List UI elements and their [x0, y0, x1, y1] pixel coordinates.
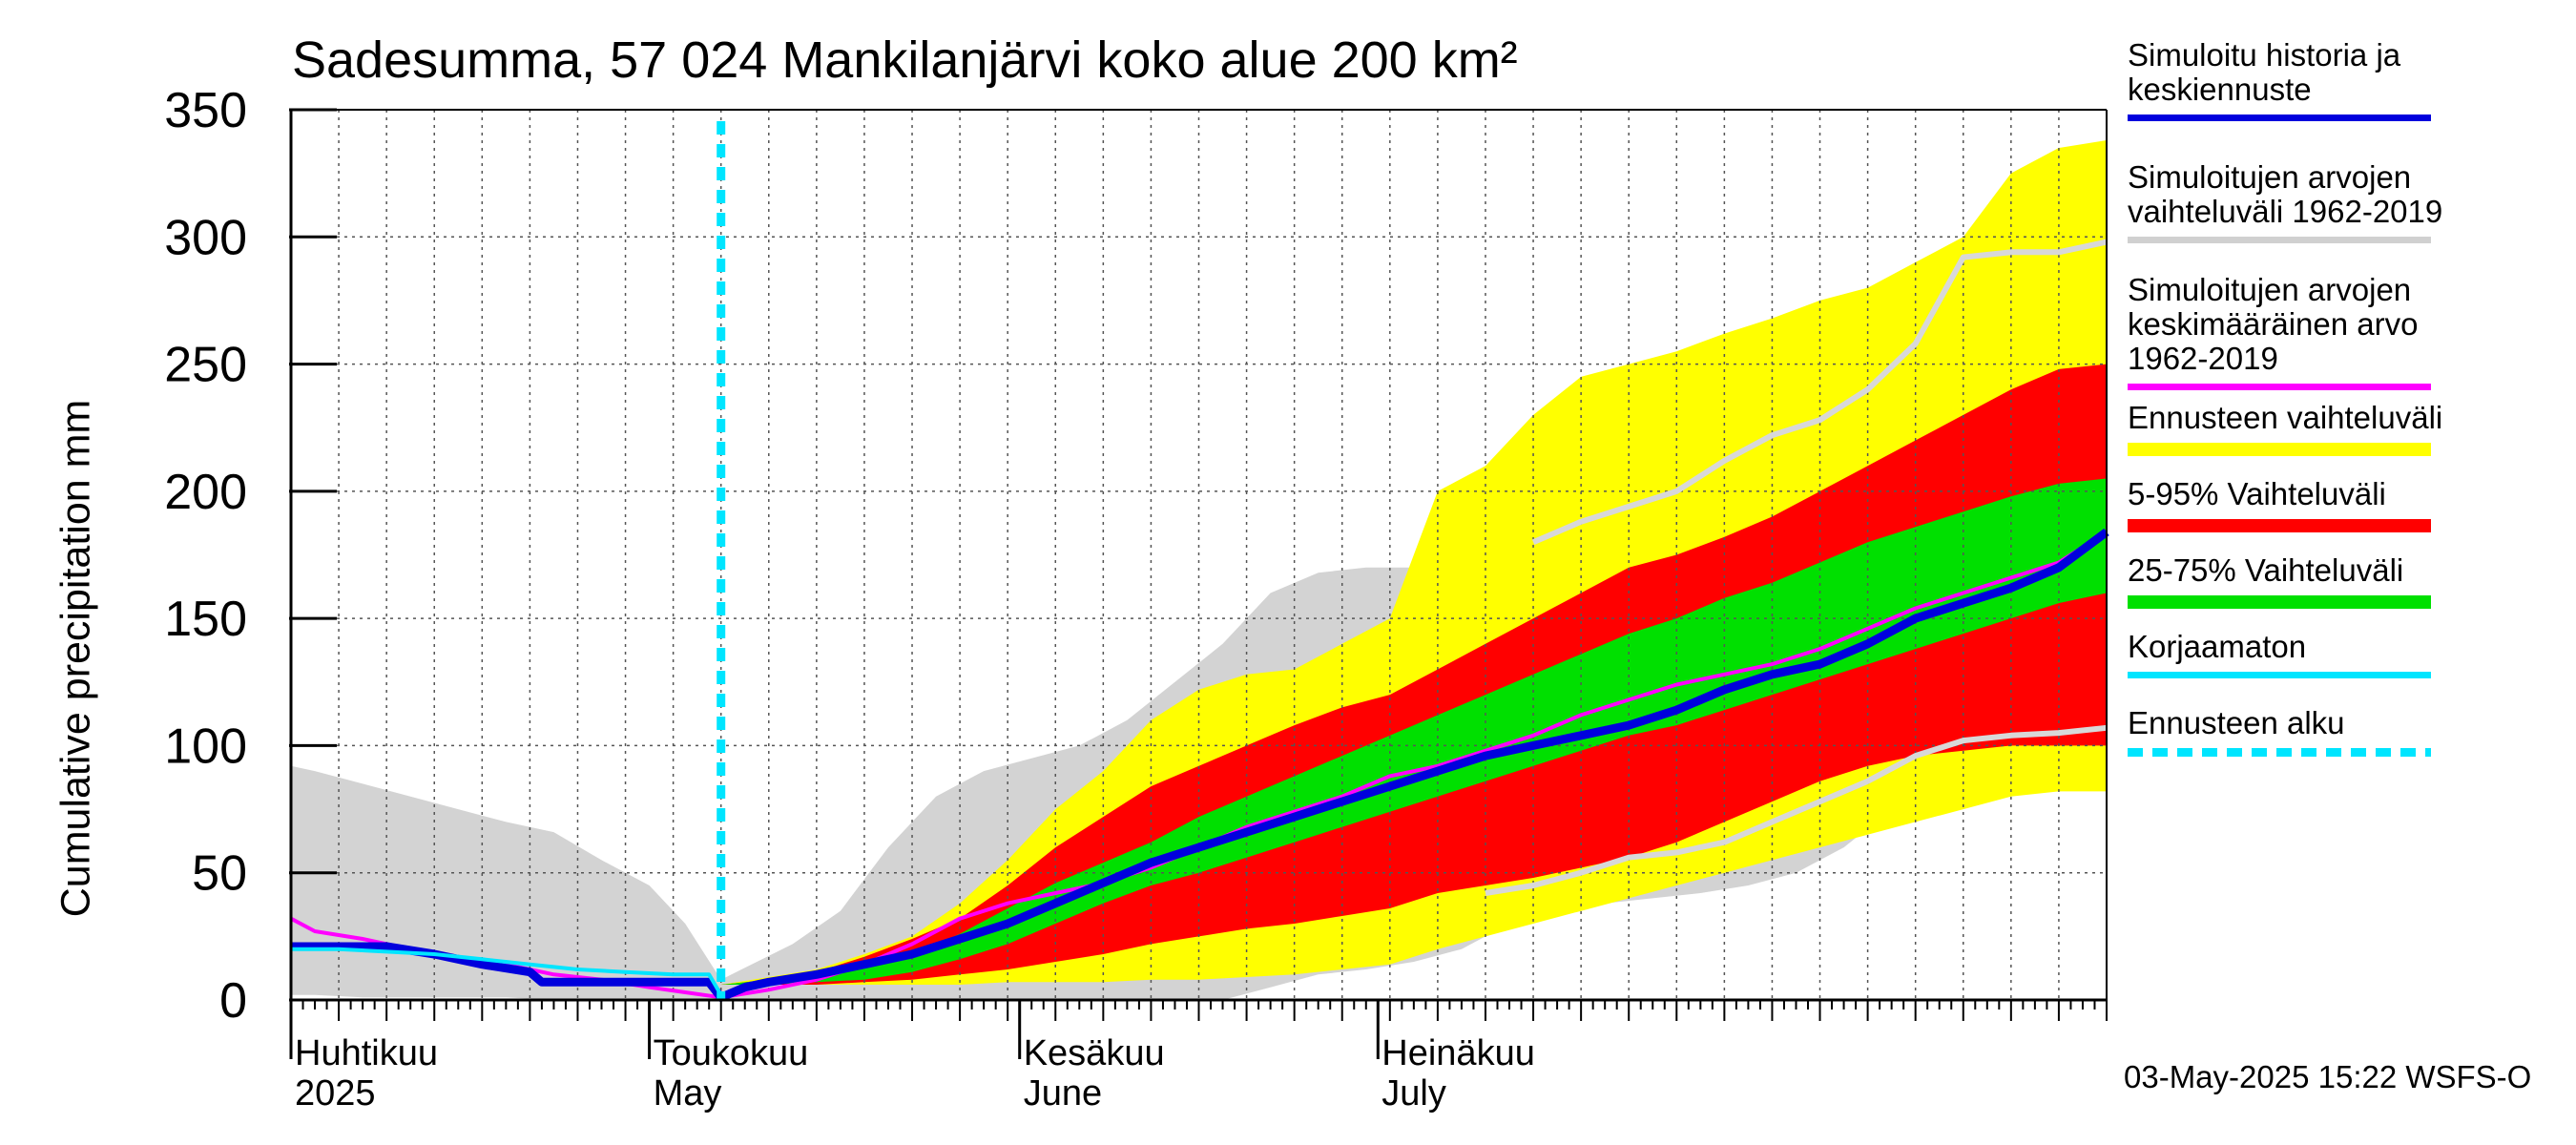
legend-item: Ennusteen alku — [2128, 705, 2566, 757]
legend-item: 25-75% Vaihteluväli — [2128, 552, 2566, 609]
y-tick-label: 0 — [219, 973, 247, 1029]
bands-layer — [291, 140, 2108, 1001]
month-label-fi: Kesäkuu — [1024, 1033, 1165, 1073]
y-tick-label: 200 — [164, 465, 247, 520]
legend-swatch — [2128, 384, 2431, 390]
month-label-fi: Toukokuu — [654, 1033, 809, 1073]
lines-layer — [290, 121, 2109, 1002]
legend-label: Korjaamaton — [2128, 629, 2307, 664]
y-axis-label: Cumulative precipitation mm — [52, 399, 99, 918]
month-label-fi: Heinäkuu — [1381, 1033, 1535, 1073]
month-label-en: July — [1381, 1073, 1446, 1114]
legend-item: Simuloitu historia ja keskiennuste — [2128, 37, 2566, 121]
month-label-fi: Huhtikuu — [295, 1033, 438, 1073]
uncorrected-line — [291, 947, 723, 996]
y-tick-label: 250 — [164, 338, 247, 393]
legend-item: 5-95% Vaihteluväli — [2128, 476, 2566, 532]
month-label-en: June — [1024, 1073, 1102, 1114]
sim-range-upper-line-line — [1531, 239, 2108, 545]
history-and-mean-forecast-line — [291, 528, 2109, 1002]
timestamp: 03-May-2025 15:22 WSFS-O — [2124, 1059, 2532, 1094]
legend-label: Simuloitu historia ja keskiennuste — [2128, 37, 2401, 107]
y-tick-label: 300 — [164, 210, 247, 265]
legend-swatch — [2128, 237, 2431, 243]
chart-title: Sadesumma, 57 024 Mankilanjärvi koko alu… — [292, 31, 1518, 89]
legend-swatch — [2128, 443, 2431, 456]
legend-item: Simuloitujen arvojen keskimääräinen arvo… — [2128, 272, 2566, 390]
legend-label: Ennusteen alku — [2128, 705, 2345, 740]
legend-swatch — [2128, 519, 2431, 532]
y-tick-label: 100 — [164, 718, 247, 774]
legend-label: 25-75% Vaihteluväli — [2128, 552, 2404, 588]
legend-item: Korjaamaton — [2128, 629, 2566, 678]
y-tick-label: 50 — [192, 846, 247, 902]
grid-layer — [291, 109, 2107, 1000]
sim-range-lower-line-line — [1485, 724, 2108, 896]
y-tick-label: 150 — [164, 592, 247, 647]
legend-swatch — [2128, 672, 2431, 678]
legend-item: Simuloitujen arvojen vaihteluväli 1962-2… — [2128, 159, 2566, 243]
month-label-en: 2025 — [295, 1073, 376, 1114]
legend-swatch — [2128, 595, 2431, 609]
legend-item: Ennusteen vaihteluväli — [2128, 400, 2566, 456]
p25-75-band — [720, 478, 2108, 985]
legend-swatch — [2128, 114, 2431, 121]
y-tick-label: 350 — [164, 83, 247, 138]
legend-label: 5-95% Vaihteluväli — [2128, 476, 2386, 511]
legend-label: Ennusteen vaihteluväli — [2128, 400, 2443, 435]
month-label-en: May — [654, 1073, 722, 1114]
legend-label: Simuloitujen arvojen keskimääräinen arvo… — [2128, 272, 2419, 376]
legend-label: Simuloitujen arvojen vaihteluväli 1962-2… — [2128, 159, 2443, 229]
legend-swatch — [2128, 748, 2431, 757]
